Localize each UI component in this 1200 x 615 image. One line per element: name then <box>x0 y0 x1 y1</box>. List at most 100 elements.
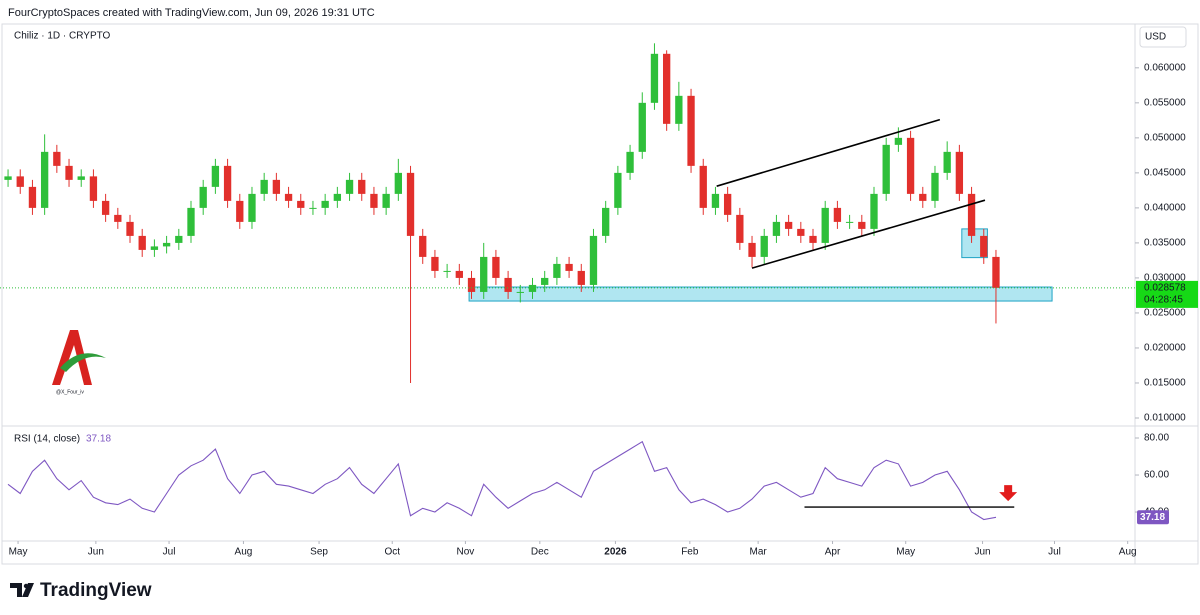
rsi-tick-label: 80.00 <box>1144 433 1169 444</box>
candle-body <box>528 284 537 292</box>
brand: TradingView <box>10 580 152 601</box>
rsi-value: 37.18 <box>86 434 111 445</box>
candle-body <box>480 256 488 292</box>
time-tick-label: Jul <box>1048 547 1061 558</box>
candle-body <box>89 176 98 201</box>
trend-line <box>716 118 941 187</box>
candle-body <box>455 270 463 278</box>
candle-body <box>199 186 207 208</box>
candle-body <box>370 193 378 208</box>
time-tick-label: Jun <box>974 547 990 558</box>
candle-body <box>236 200 244 222</box>
candle-body <box>297 200 305 208</box>
candle-body <box>248 193 256 222</box>
candle-body <box>943 151 951 173</box>
candle-body <box>187 207 195 236</box>
rsi-value-tag <box>1137 510 1169 525</box>
candle-body <box>602 207 610 236</box>
candle-body <box>833 207 842 222</box>
watermark: @X_Four_iv <box>56 389 84 395</box>
candle-body <box>211 165 220 187</box>
time-tick-label: May <box>896 547 915 558</box>
candle-body <box>150 246 159 250</box>
time-tick-label: Sep <box>310 547 328 558</box>
candle-body <box>431 256 439 271</box>
candle-body <box>577 270 585 285</box>
last-price-tag <box>1136 280 1198 308</box>
candle-body <box>699 165 707 208</box>
rsi-title: RSI (14, close) <box>14 434 80 445</box>
candle-body <box>321 200 329 208</box>
candle-body <box>16 176 24 187</box>
countdown: 04:28:45 <box>1144 295 1183 306</box>
candle-body <box>711 193 720 208</box>
candle-body <box>736 214 744 243</box>
last-price: 0.028578 <box>1144 283 1186 294</box>
candle-body <box>394 172 402 194</box>
symbol-title: Chiliz · 1D · CRYPTO <box>14 31 111 42</box>
candle-body <box>614 172 622 208</box>
time-tick-label: 2026 <box>604 547 627 558</box>
candle-body <box>589 235 598 285</box>
candle-body <box>114 214 122 222</box>
candle-body <box>650 53 659 103</box>
author-logo: @X_Four_iv <box>52 330 106 395</box>
candle-body <box>784 221 793 229</box>
candle-body <box>272 179 281 194</box>
brand-name: TradingView <box>40 580 152 601</box>
candle-body <box>4 176 12 180</box>
currency[interactable]: USD <box>1145 32 1166 43</box>
price-zone <box>468 286 1053 302</box>
candle-body <box>28 186 37 208</box>
candle-body <box>65 165 73 180</box>
candle-body <box>382 193 390 208</box>
logo-a <box>52 330 92 385</box>
time-tick-label: Jun <box>88 547 104 558</box>
candle-body <box>906 137 915 194</box>
candle-body <box>565 263 573 271</box>
time-tick-label: Aug <box>235 547 253 558</box>
rsi-line <box>7 440 997 521</box>
time-tick-label: May <box>9 547 28 558</box>
candle-body <box>919 193 927 201</box>
currency-button[interactable] <box>1139 26 1187 48</box>
candle-body <box>260 179 268 194</box>
candle-body <box>504 277 512 292</box>
candle-body <box>760 235 768 257</box>
price-tick-label: 0.050000 <box>1144 132 1186 143</box>
candle-body <box>101 200 110 215</box>
candle-body <box>553 263 561 278</box>
price-tick-label: 0.010000 <box>1144 413 1186 424</box>
candle-body <box>870 193 878 229</box>
candle-body <box>162 242 171 247</box>
time-tick-label: Jul <box>163 547 176 558</box>
candle-body <box>309 207 317 209</box>
header: FourCryptoSpaces created with TradingVie… <box>8 7 375 19</box>
candle-body <box>419 235 427 257</box>
price-tick-label: 0.030000 <box>1144 273 1186 284</box>
logo-swoosh <box>60 353 106 372</box>
candle-body <box>126 221 134 236</box>
candle-body <box>492 256 500 278</box>
candle-body <box>175 235 183 243</box>
candle-body <box>992 256 1000 288</box>
time-tick-label: Feb <box>681 547 699 558</box>
candle-body <box>40 151 49 208</box>
trend-line <box>751 199 986 269</box>
candle-body <box>772 221 781 236</box>
candle-body <box>516 291 524 293</box>
brand-dot <box>23 583 29 589</box>
candle-body <box>687 95 695 166</box>
time-tick-label: Aug <box>1119 547 1137 558</box>
candle-body <box>894 137 903 145</box>
candle-body <box>626 151 634 173</box>
candle-body <box>675 95 683 124</box>
time-tick-label: Apr <box>825 547 841 558</box>
candle-body <box>931 172 939 201</box>
candle-body <box>797 228 805 236</box>
candle-body <box>967 193 976 236</box>
rsi-value-tag-label: 37.18 <box>1140 512 1165 523</box>
candle-body <box>858 221 866 229</box>
candle-body <box>638 102 646 152</box>
